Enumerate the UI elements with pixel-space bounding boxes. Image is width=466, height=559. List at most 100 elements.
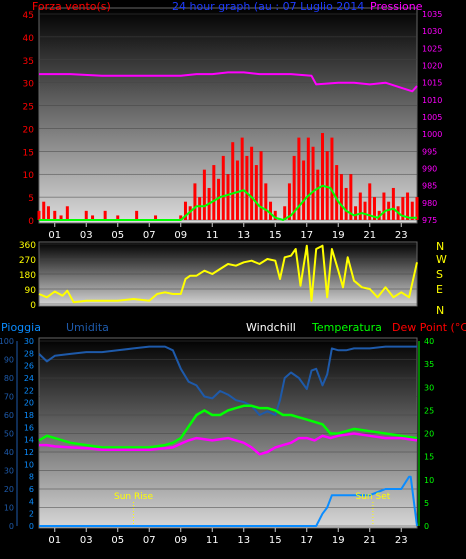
pressure-line [39, 71, 418, 93]
gust-bar [372, 197, 376, 220]
rain-tick-label: 26 [24, 362, 34, 371]
gust-bar [221, 155, 225, 220]
gust-bar [235, 160, 239, 220]
humidity-tick-label: 60 [4, 411, 14, 420]
wind-tick-label: 40 [23, 34, 35, 44]
rain-line [39, 475, 418, 527]
gust-bar [202, 169, 206, 220]
gust-bar [382, 192, 386, 220]
x-tick-label: 07 [143, 535, 156, 546]
gust-bar [283, 206, 287, 220]
gust-bar [269, 201, 273, 220]
gust-bar [325, 151, 329, 220]
gust-bar [53, 210, 57, 220]
wind-speed-line [39, 184, 417, 221]
gust-bar [198, 197, 202, 220]
chart-title: 24 hour graph (au : 07 Luglio 2014 [172, 0, 364, 13]
direction-tick-label: 0 [30, 301, 36, 311]
rain-tick-label: 6 [29, 485, 34, 494]
humidity-tick-label: 80 [4, 374, 14, 383]
humidity-tick-label: 90 [4, 356, 14, 365]
gust-bar [65, 206, 69, 220]
x-tick-label: 21 [363, 535, 376, 546]
wind-axis-title: Forza vento(s) [32, 0, 111, 13]
humidity-tick-label: 50 [4, 430, 14, 439]
gust-bar [311, 146, 315, 220]
x-tick-label: 01 [48, 230, 61, 241]
legend-umidita: Umidita [66, 321, 109, 334]
gust-bar [349, 174, 353, 220]
pressure-tick-label: 980 [422, 199, 437, 208]
gust-bar [103, 210, 107, 220]
compass-label: S [436, 268, 443, 281]
humidity-tick-label: 70 [4, 393, 14, 402]
gust-bar [287, 183, 291, 220]
temperature-tick-label: 30 [424, 383, 434, 392]
gust-bar [183, 201, 187, 220]
pressure-tick-label: 1010 [422, 96, 442, 105]
gust-bar [259, 151, 263, 220]
wind-tick-label: 5 [28, 194, 34, 204]
gust-bar [297, 137, 301, 220]
pressure-tick-label: 1000 [422, 130, 442, 139]
rain-tick-label: 22 [24, 386, 34, 395]
x-tick-label: 07 [143, 230, 156, 241]
gust-bar [217, 178, 221, 220]
humidity-tick-label: 30 [4, 467, 14, 476]
gust-bar [179, 215, 183, 220]
direction-tick-label: 180 [19, 271, 36, 281]
pressure-tick-label: 985 [422, 182, 437, 191]
gust-bar [335, 165, 339, 220]
wind-tick-label: 45 [23, 11, 34, 21]
humidity-tick-label: 100 [0, 337, 14, 346]
gust-bar [42, 201, 46, 220]
rain-tick-label: 2 [29, 510, 34, 519]
gust-bar [245, 155, 249, 220]
gust-bar [59, 215, 63, 220]
rain-tick-label: 30 [24, 337, 34, 346]
wind-tick-label: 25 [23, 103, 34, 113]
gust-bar [401, 197, 405, 220]
temperature-tick-label: 5 [424, 499, 429, 508]
rain-tick-label: 14 [24, 436, 34, 445]
gust-bar [363, 201, 367, 220]
x-tick-label: 23 [395, 535, 408, 546]
gust-bar [292, 155, 296, 220]
x-tick-label: 15 [269, 230, 282, 241]
x-tick-label: 17 [300, 535, 313, 546]
gust-bar [46, 206, 50, 220]
gust-bar [306, 137, 310, 220]
rain-tick-label: 24 [24, 374, 34, 383]
gust-bar [368, 183, 372, 220]
gust-bar [188, 206, 192, 220]
x-tick-label: 13 [237, 535, 250, 546]
gust-bar [193, 183, 197, 220]
compass-label: N [436, 240, 444, 253]
gust-bar [330, 137, 334, 220]
legend-dew-point: Dew Point (°C) [392, 321, 466, 334]
pressure-tick-label: 995 [422, 147, 437, 156]
gust-bar [354, 206, 358, 220]
rain-tick-label: 10 [24, 460, 34, 469]
temperature-tick-label: 35 [424, 360, 434, 369]
wind-tick-label: 30 [23, 80, 35, 90]
gust-bar [91, 215, 95, 220]
rain-tick-label: 0 [29, 522, 34, 531]
gust-bar [344, 187, 348, 220]
pressure-tick-label: 1005 [422, 113, 442, 122]
sunrise-label: Sun Rise [114, 492, 153, 502]
x-tick-label: 15 [269, 535, 282, 546]
wind-tick-label: 20 [23, 125, 35, 135]
pressure-axis-title: Pressione [370, 0, 423, 13]
legend-temperatura: Temperatura [311, 321, 382, 334]
gust-bar [316, 169, 320, 220]
legend-pioggia: Pioggia [1, 321, 41, 334]
sunset-label: Sun Set [356, 492, 391, 502]
gust-bar [84, 210, 88, 220]
pressure-tick-label: 1015 [422, 79, 442, 88]
rain-tick-label: 16 [24, 423, 34, 432]
dew-point-line [39, 432, 418, 456]
gust-bar [264, 183, 268, 220]
